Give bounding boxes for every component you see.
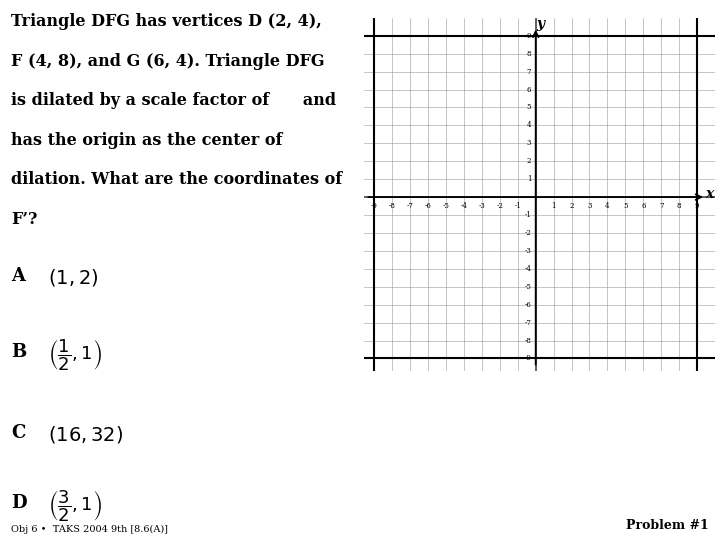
Text: 1: 1 (527, 175, 531, 183)
Text: 8: 8 (527, 50, 531, 58)
Text: 6: 6 (641, 202, 646, 211)
Text: Triangle DFG has vertices D (2, 4),: Triangle DFG has vertices D (2, 4), (11, 14, 322, 30)
Text: -3: -3 (524, 247, 531, 255)
Text: F’?: F’? (11, 211, 37, 227)
Text: F (4, 8), and G (6, 4). Triangle DFG: F (4, 8), and G (6, 4). Triangle DFG (11, 53, 325, 70)
Text: -3: -3 (479, 202, 485, 211)
Text: 2: 2 (527, 157, 531, 165)
Text: dilation. What are the coordinates of: dilation. What are the coordinates of (11, 171, 342, 188)
Text: 5: 5 (527, 104, 531, 111)
Text: is dilated by a scale factor of      and: is dilated by a scale factor of and (11, 92, 336, 109)
Text: $\left(\dfrac{1}{2},1\right)$: $\left(\dfrac{1}{2},1\right)$ (48, 338, 102, 373)
Text: -6: -6 (524, 301, 531, 309)
Text: A: A (11, 267, 25, 285)
Text: 4: 4 (527, 122, 531, 130)
Text: 2: 2 (570, 202, 574, 211)
Text: D: D (11, 494, 27, 512)
Text: -4: -4 (461, 202, 467, 211)
Text: -6: -6 (425, 202, 431, 211)
Text: -9: -9 (524, 354, 531, 362)
Text: -1: -1 (514, 202, 521, 211)
Text: 3: 3 (527, 139, 531, 147)
Text: $(1, 2)$: $(1, 2)$ (48, 267, 99, 288)
Text: -9: -9 (371, 202, 378, 211)
Text: 7: 7 (659, 202, 663, 211)
Text: Obj 6 •  TAKS 2004 9th [8.6(A)]: Obj 6 • TAKS 2004 9th [8.6(A)] (11, 524, 168, 534)
Text: 8: 8 (677, 202, 681, 211)
Text: 1: 1 (552, 202, 556, 211)
Text: -5: -5 (524, 283, 531, 291)
Text: -5: -5 (443, 202, 449, 211)
Text: 6: 6 (527, 85, 531, 93)
Text: 9: 9 (527, 32, 531, 40)
Text: -8: -8 (524, 336, 531, 345)
Text: 3: 3 (588, 202, 592, 211)
Text: x: x (706, 187, 714, 201)
Text: B: B (11, 343, 27, 361)
Text: -7: -7 (524, 319, 531, 327)
Text: has the origin as the center of: has the origin as the center of (11, 132, 282, 148)
Text: C: C (11, 424, 25, 442)
Text: 5: 5 (623, 202, 628, 211)
Text: y: y (536, 17, 544, 31)
Text: Problem #1: Problem #1 (626, 519, 709, 532)
Text: -2: -2 (524, 229, 531, 237)
Text: -7: -7 (407, 202, 414, 211)
Text: $(16, 32)$: $(16, 32)$ (48, 424, 123, 445)
Text: -4: -4 (524, 265, 531, 273)
Text: -8: -8 (389, 202, 396, 211)
Text: -1: -1 (524, 211, 531, 219)
Text: 7: 7 (527, 68, 531, 76)
Text: -2: -2 (496, 202, 503, 211)
Text: 9: 9 (695, 202, 699, 211)
Text: $\left(\dfrac{3}{2},1\right)$: $\left(\dfrac{3}{2},1\right)$ (48, 489, 102, 524)
Text: 4: 4 (605, 202, 610, 211)
